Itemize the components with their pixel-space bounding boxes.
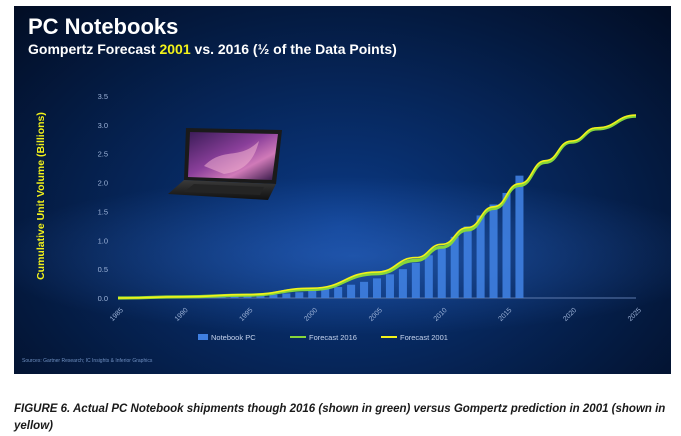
line-layer xyxy=(117,114,637,300)
bar-notebook-pc xyxy=(295,292,304,298)
subtitle-highlight: 2001 xyxy=(159,41,191,57)
bar-notebook-pc xyxy=(372,278,382,298)
bar-notebook-pc xyxy=(437,246,446,298)
source-note: Sources: Gartner Research; IC Insights &… xyxy=(22,358,153,364)
x-tick-label: 2000 xyxy=(303,307,319,323)
bar-notebook-pc xyxy=(321,288,330,298)
y-tick-label: 2.5 xyxy=(98,150,108,159)
y-tick-label: 3.0 xyxy=(98,121,108,130)
chart-canvas: 0.0 0.5 1.0 1.5 2.0 2.5 3.0 3.5 1985 1990 1995 2000… xyxy=(98,92,643,342)
legend-swatch-notebook-pc xyxy=(198,334,208,340)
bar-notebook-pc xyxy=(269,294,278,298)
laptop-image xyxy=(168,128,282,200)
bar-notebook-pc xyxy=(256,295,265,298)
bar-notebook-pc xyxy=(217,296,226,298)
background-glow xyxy=(14,176,671,336)
x-tick-label: 1995 xyxy=(238,307,254,323)
bar-notebook-pc xyxy=(308,290,317,298)
bar-notebook-pc xyxy=(515,175,524,298)
x-tick-label: 2005 xyxy=(368,307,384,323)
x-tick-label: 2020 xyxy=(562,307,578,323)
y-tick-label: 0.5 xyxy=(98,265,108,274)
bar-notebook-pc xyxy=(347,284,356,298)
bar-notebook-pc xyxy=(450,236,459,298)
legend: Notebook PC Forecast 2016 Forecast 2001 xyxy=(198,333,448,342)
legend-item-notebook-pc: Notebook PC xyxy=(211,333,256,342)
bar-notebook-pc xyxy=(424,255,433,298)
bar-notebook-pc xyxy=(476,215,485,298)
bar-notebook-pc xyxy=(230,296,239,298)
figure-caption: FIGURE 6. Actual PC Notebook shipments t… xyxy=(14,403,666,432)
bar-notebook-pc xyxy=(243,295,252,298)
bar-notebook-pc xyxy=(398,269,407,298)
bar-notebook-pc xyxy=(282,293,291,298)
bar-notebook-pc xyxy=(411,262,420,298)
bar-notebook-pc xyxy=(489,204,498,298)
legend-item-forecast-2016: Forecast 2016 xyxy=(309,333,357,342)
chart-slide: PC Notebooks Gompertz Forecast 2001 vs. … xyxy=(14,6,671,374)
subtitle-part-2: vs. 2016 (½ of the Data Points) xyxy=(190,41,397,57)
y-tick-label: 1.5 xyxy=(98,207,108,216)
bar-notebook-pc xyxy=(385,274,394,298)
x-tick-label: 2010 xyxy=(433,307,449,323)
x-tick-label: 2025 xyxy=(627,307,643,323)
x-tick-label: 1985 xyxy=(109,307,125,323)
x-tick-label: 1990 xyxy=(174,307,190,323)
chart-subtitle: Gompertz Forecast 2001 vs. 2016 (½ of th… xyxy=(28,41,397,57)
bar-notebook-pc xyxy=(360,281,369,298)
legend-item-forecast-2001: Forecast 2001 xyxy=(400,333,448,342)
line-forecast-2001 xyxy=(117,114,637,299)
subtitle-part-1: Gompertz Forecast xyxy=(28,41,160,57)
chart-title: PC Notebooks xyxy=(28,14,179,39)
y-tick-label: 2.0 xyxy=(98,179,108,188)
bar-notebook-pc xyxy=(463,226,472,298)
y-tick-label: 3.5 xyxy=(98,92,108,101)
x-tick-label: 2015 xyxy=(497,307,513,323)
bar-notebook-pc xyxy=(334,287,343,298)
y-tick-label: 1.0 xyxy=(98,236,108,245)
y-tick-label: 0.0 xyxy=(98,294,108,303)
bar-notebook-pc xyxy=(502,192,511,298)
